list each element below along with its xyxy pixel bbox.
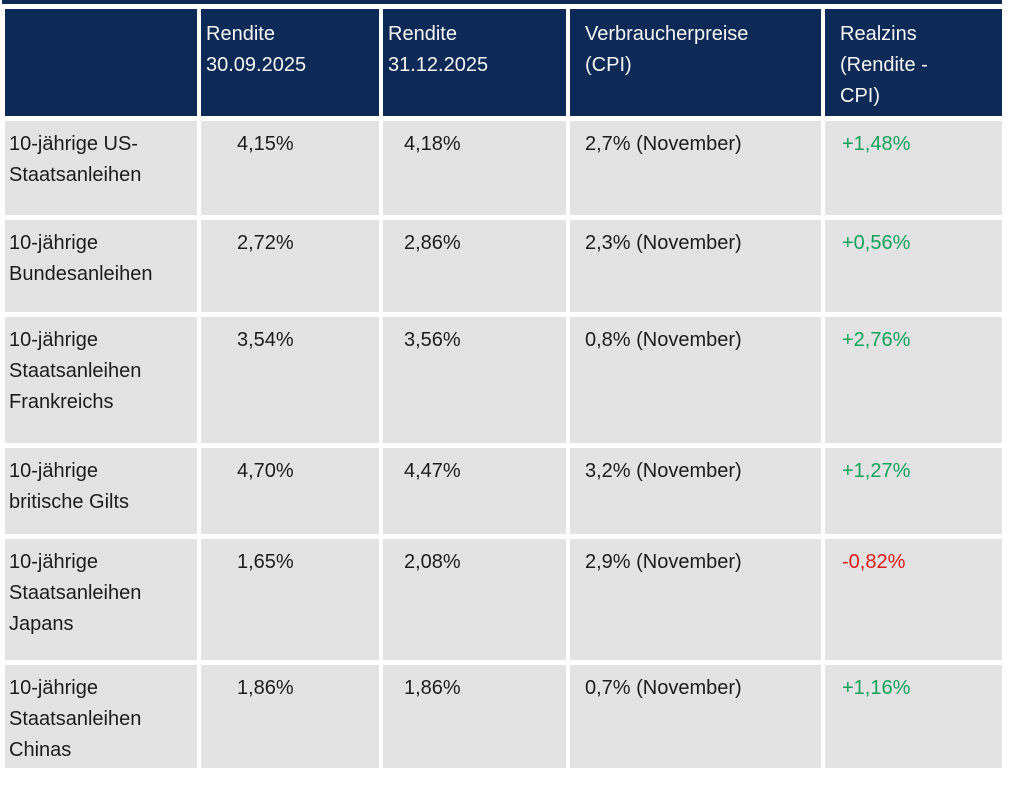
table-row: 10-jährige britische Gilts 4,70% 4,47% 3… bbox=[5, 448, 1011, 534]
header-cell-rendite-3112: Rendite 31.12.2025 bbox=[383, 9, 566, 116]
row-label: 10-jährige britische Gilts bbox=[5, 448, 197, 534]
realzins-value: +1,16% bbox=[825, 665, 1002, 768]
row-label: 10-jährige Staatsanleihen Chinas bbox=[5, 665, 197, 768]
realzins-value: +0,56% bbox=[825, 220, 1002, 312]
cpi-value: 0,7% (November) bbox=[570, 665, 821, 768]
rendite-3009-value: 3,54% bbox=[201, 317, 379, 443]
header-cell-cpi: Verbraucherpreise (CPI) bbox=[570, 9, 821, 116]
table-header-row: Rendite 30.09.2025 Rendite 31.12.2025 Ve… bbox=[5, 9, 1011, 116]
row-label: 10-jährige Staatsanleihen Japans bbox=[5, 539, 197, 660]
cpi-value: 2,7% (November) bbox=[570, 121, 821, 215]
cpi-value: 2,9% (November) bbox=[570, 539, 821, 660]
rendite-3112-value: 2,08% bbox=[383, 539, 566, 660]
rendite-3009-value: 4,70% bbox=[201, 448, 379, 534]
table-row: 10-jährige Staatsanleihen Frankreichs 3,… bbox=[5, 317, 1011, 443]
header-cell-rendite-3009: Rendite 30.09.2025 bbox=[201, 9, 379, 116]
cpi-value: 2,3% (November) bbox=[570, 220, 821, 312]
realzins-value: -0,82% bbox=[825, 539, 1002, 660]
rendite-3009-value: 1,65% bbox=[201, 539, 379, 660]
bond-yields-table: Rendite 30.09.2025 Rendite 31.12.2025 Ve… bbox=[2, 0, 1011, 768]
table-row: 10-jährige Staatsanleihen Chinas 1,86% 1… bbox=[5, 665, 1011, 768]
table-row: 10-jährige Bundesanleihen 2,72% 2,86% 2,… bbox=[5, 220, 1011, 312]
rendite-3112-value: 2,86% bbox=[383, 220, 566, 312]
row-label: 10-jährige US- Staatsanleihen bbox=[5, 121, 197, 215]
realzins-value: +1,48% bbox=[825, 121, 1002, 215]
table-row: 10-jährige US- Staatsanleihen 4,15% 4,18… bbox=[5, 121, 1011, 215]
header-cell-empty bbox=[5, 9, 197, 116]
realzins-value: +2,76% bbox=[825, 317, 1002, 443]
rendite-3009-value: 1,86% bbox=[201, 665, 379, 768]
row-label: 10-jährige Bundesanleihen bbox=[5, 220, 197, 312]
table-row: 10-jährige Staatsanleihen Japans 1,65% 2… bbox=[5, 539, 1011, 660]
header-cell-realzins: Realzins (Rendite - CPI) bbox=[825, 9, 1002, 116]
realzins-value: +1,27% bbox=[825, 448, 1002, 534]
rendite-3112-value: 1,86% bbox=[383, 665, 566, 768]
table-top-border bbox=[2, 0, 1002, 4]
rendite-3009-value: 4,15% bbox=[201, 121, 379, 215]
cpi-value: 3,2% (November) bbox=[570, 448, 821, 534]
rendite-3009-value: 2,72% bbox=[201, 220, 379, 312]
row-label: 10-jährige Staatsanleihen Frankreichs bbox=[5, 317, 197, 443]
rendite-3112-value: 3,56% bbox=[383, 317, 566, 443]
cpi-value: 0,8% (November) bbox=[570, 317, 821, 443]
rendite-3112-value: 4,47% bbox=[383, 448, 566, 534]
rendite-3112-value: 4,18% bbox=[383, 121, 566, 215]
